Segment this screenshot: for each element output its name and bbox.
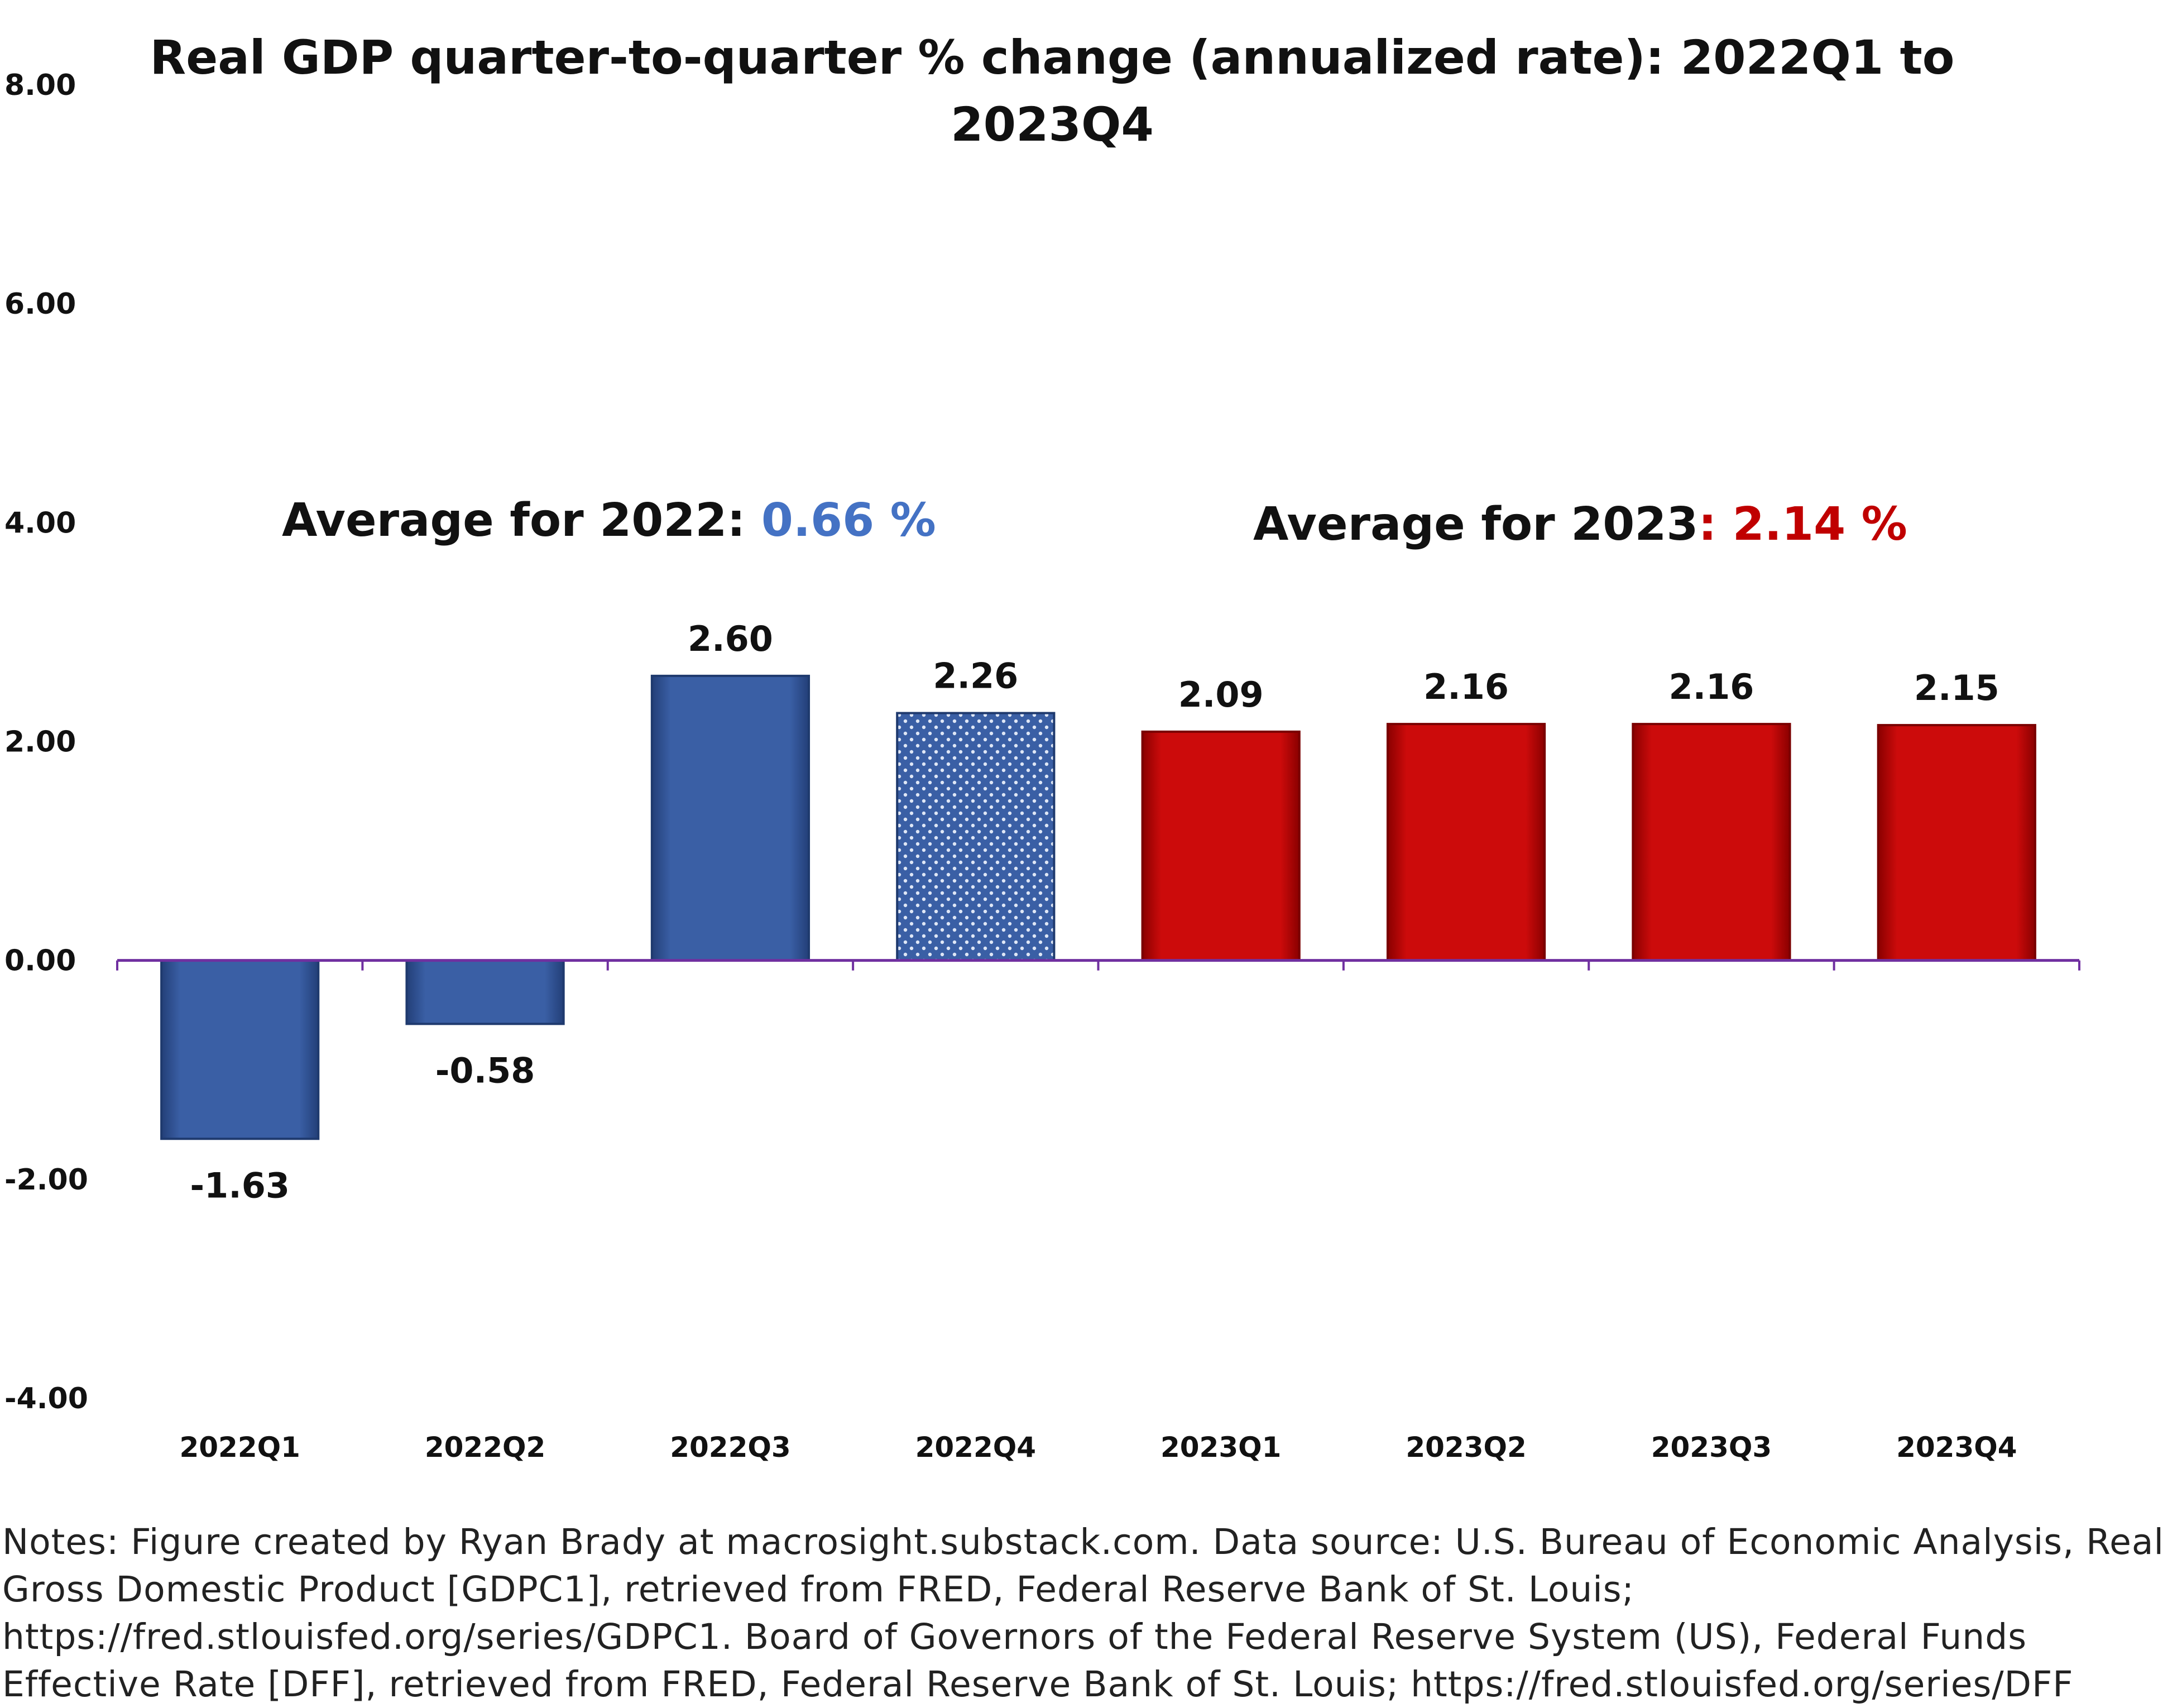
data-label-2022Q1: -1.63 <box>190 1165 290 1206</box>
x-axis <box>116 959 2080 971</box>
y-tick-label: -2.00 <box>4 1163 88 1197</box>
bar-2023Q1 <box>1141 730 1301 962</box>
x-tick-label: 2022Q1 <box>179 1431 300 1464</box>
data-label-2023Q4: 2.15 <box>1914 668 1999 708</box>
avg-2022-value: 0.66 % <box>761 494 936 547</box>
y-tick-label: 2.00 <box>4 726 76 759</box>
data-label-2022Q3: 2.60 <box>688 618 773 659</box>
x-axis-tick-labels: 2022Q1 2022Q2 2022Q3 2022Q4 2023Q1 2023Q2 2023… <box>179 1431 2017 1464</box>
bar-2022Q2 <box>405 959 565 1025</box>
bar-2022Q4 <box>896 712 1056 962</box>
x-tick-label: 2023Q3 <box>1651 1431 1772 1464</box>
data-label-2022Q4: 2.26 <box>933 656 1018 697</box>
x-tick-label: 2023Q1 <box>1160 1431 1281 1464</box>
avg-2022-annotation: Average for 2022: 0.66 % <box>282 494 936 547</box>
y-tick-label: 4.00 <box>4 506 76 540</box>
x-tick-label: 2022Q3 <box>670 1431 790 1464</box>
bar-2023Q4 <box>1877 724 2036 962</box>
y-tick-label: 0.00 <box>4 944 76 978</box>
avg-2022-label: Average for 2022: <box>282 494 761 547</box>
y-axis-tick-labels: -4.00 -2.00 0.00 2.00 4.00 6.00 8.00 <box>4 69 88 1416</box>
x-tick-label: 2022Q4 <box>915 1431 1036 1464</box>
avg-2023-annotation: Average for 2023: 2.14 % <box>1253 498 1907 551</box>
data-label-2022Q2: -0.58 <box>435 1050 535 1091</box>
avg-2023-value: : 2.14 % <box>1698 498 1907 551</box>
x-tick-label: 2023Q4 <box>1896 1431 2017 1464</box>
bar-2022Q1 <box>160 959 320 1140</box>
notes-text: Notes: Figure created by Ryan Brady at m… <box>2 1522 2164 1705</box>
chart-title-line2: 2023Q4 <box>951 97 1154 152</box>
bar-2022Q3 <box>650 674 811 962</box>
avg-2023-label: Average for 2023 <box>1253 498 1698 551</box>
x-tick-label: 2023Q2 <box>1406 1431 1526 1464</box>
gdp-bar-chart: Real GDP quarter-to-quarter % change (an… <box>4 30 2080 1464</box>
bar-series <box>160 674 2036 1140</box>
y-tick-label: 6.00 <box>4 287 76 321</box>
bar-2023Q3 <box>1632 723 1791 962</box>
data-labels: -1.63 -0.58 2.60 2.26 2.09 2.16 2.16 2.15 <box>190 618 1999 1206</box>
data-label-2023Q2: 2.16 <box>1423 666 1509 707</box>
x-tick-label: 2022Q2 <box>425 1431 545 1464</box>
y-tick-label: 8.00 <box>4 69 76 102</box>
y-tick-label: -4.00 <box>4 1382 88 1416</box>
data-label-2023Q3: 2.16 <box>1668 666 1754 707</box>
chart-title-line1: Real GDP quarter-to-quarter % change (an… <box>150 30 1955 85</box>
data-label-2023Q1: 2.09 <box>1178 674 1264 715</box>
bar-2023Q2 <box>1386 723 1546 962</box>
